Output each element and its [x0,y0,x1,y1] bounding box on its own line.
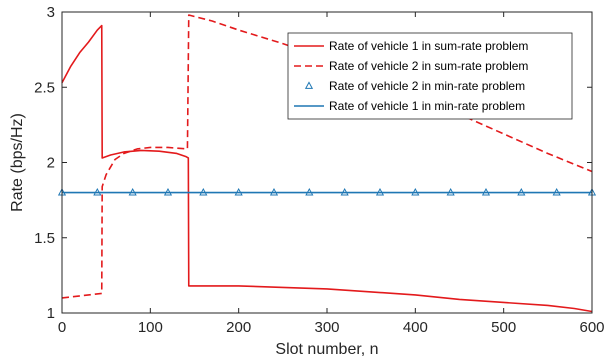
series-1 [61,24,593,313]
x-tick-label: 300 [314,319,339,336]
x-tick-label: 400 [403,319,428,336]
x-tick-label: 100 [138,319,163,336]
legend-marker-swatch [304,81,314,89]
y-tick-label: 1.5 [34,230,55,247]
legend-box [287,32,573,120]
x-tick-label: 200 [226,319,251,336]
legend: Rate of vehicle 1 in sum-rate problem Rat… [287,32,573,120]
legend-label: Rate of vehicle 1 in min-rate problem [329,99,525,113]
y-tick-label: 2.5 [34,79,55,96]
legend-entry: Rate of vehicle 2 in sum-rate problem [294,59,528,73]
legend-entry: Rate of vehicle 1 in min-rate problem [294,99,525,113]
y-tick-label: 1 [47,305,55,322]
y-tick-label: 2 [47,155,55,172]
x-axis-label: Slot number, n [275,341,378,358]
legend-label: Rate of vehicle 2 in min-rate problem [329,79,525,93]
x-tick-label: 500 [491,319,516,336]
series-1-line [61,24,593,313]
legend-entry: Rate of vehicle 2 in min-rate problem [304,79,525,93]
legend-entry: Rate of vehicle 1 in sum-rate problem [294,39,528,53]
legend-items: Rate of vehicle 1 in sum-rate problem Rat… [294,39,528,113]
y-tick-label: 3 [47,4,55,21]
ticks-layer: 0 100 200 300 400 500 600 1 1.5 2 2.5 3 [34,4,604,336]
x-tick-label: 600 [579,319,604,336]
y-axis-label: Rate (bps/Hz) [9,113,26,212]
legend-label: Rate of vehicle 2 in sum-rate problem [329,59,528,73]
x-tick-label: 0 [58,319,66,336]
legend-label: Rate of vehicle 1 in sum-rate problem [329,39,528,53]
